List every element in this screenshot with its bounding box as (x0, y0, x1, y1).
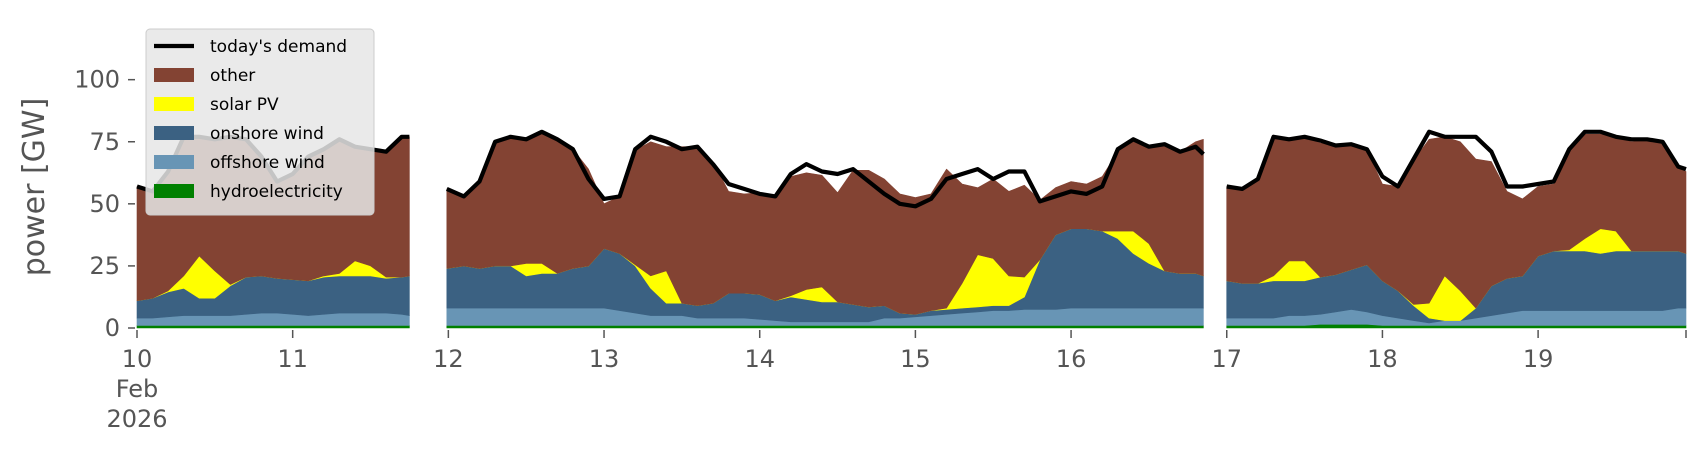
legend-swatch-offshore-wind (154, 155, 194, 169)
y-tick-label-75: 75 (89, 128, 120, 156)
x-tick-label-16: 16 (1056, 345, 1087, 373)
y-axis: power [GW] 0 25 50 75 100 (17, 66, 135, 342)
area-hydroelectricity-segment-1 (136, 325, 410, 329)
y-tick-label-100: 100 (74, 66, 120, 94)
legend-label-solar-pv: solar PV (210, 95, 279, 115)
legend: today's demand other solar PV onshore wind o… (145, 28, 375, 216)
x-tick-label-15: 15 (900, 345, 931, 373)
x-tick-label-line: 13 (589, 345, 620, 373)
legend-label-hydroelectricity: hydroelectricity (210, 182, 343, 202)
x-tick-label-12: 12 (433, 345, 464, 373)
x-tick-label-line: 14 (744, 345, 775, 373)
legend-label-other: other (210, 66, 255, 86)
x-tick-label-line: 10 (122, 345, 153, 373)
y-tick-label-0: 0 (105, 314, 120, 342)
y-tick-label-25: 25 (89, 252, 120, 280)
y-tick-label-50: 50 (89, 190, 120, 218)
area-other-segment-3 (1226, 134, 1687, 309)
legend-swatch-hydroelectricity (154, 184, 194, 198)
demand-line-segment-3 (1226, 129, 1687, 191)
legend-swatch-other (154, 68, 194, 82)
y-axis-label: power [GW] (17, 98, 52, 277)
x-tick-label-line: 15 (900, 345, 931, 373)
x-tick-label-line: 12 (433, 345, 464, 373)
x-tick-label-11: 11 (277, 345, 308, 373)
x-tick-label-line: 11 (277, 345, 308, 373)
x-tick-label-line: 2026 (106, 405, 167, 433)
x-tick-label-line: 18 (1367, 345, 1398, 373)
x-tick-label-19: 19 (1523, 345, 1554, 373)
legend-box (145, 28, 375, 216)
x-tick-label-line: 16 (1056, 345, 1087, 373)
area-hydroelectricity-segment-2 (446, 325, 1204, 329)
demand-line-segment-2 (445, 129, 1205, 209)
legend-swatch-solar-pv (154, 97, 194, 111)
legend-swatch-onshore-wind (154, 126, 194, 140)
x-tick-label-14: 14 (744, 345, 775, 373)
legend-label-today-s-demand: today's demand (210, 37, 347, 57)
x-tick-label-13: 13 (589, 345, 620, 373)
legend-label-onshore-wind: onshore wind (210, 124, 324, 144)
x-tick-label-10: 10 Feb 2026 (106, 345, 167, 433)
x-axis: 10 Feb 2026 11 12 13 14 15 16 17 18 19 (106, 330, 1687, 433)
x-tick-label-17: 17 (1211, 345, 1242, 373)
x-tick-label-line: 19 (1523, 345, 1554, 373)
x-tick-label-18: 18 (1367, 345, 1398, 373)
x-tick-label-line: Feb (116, 375, 159, 403)
x-tick-label-line: 17 (1211, 345, 1242, 373)
legend-label-offshore-wind: offshore wind (210, 153, 325, 173)
